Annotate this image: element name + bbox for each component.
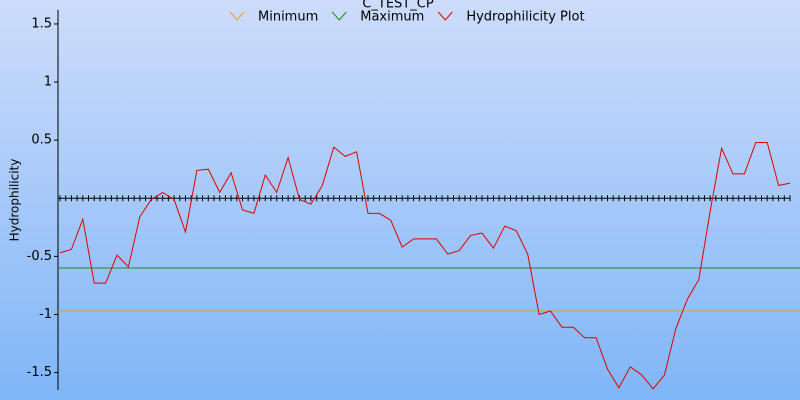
- y-tick-label: -1.5: [27, 365, 52, 380]
- y-tick-label: 0.5: [31, 133, 52, 148]
- chart-title: C_TEST_CP: [362, 0, 434, 12]
- y-tick-label: 1.5: [31, 16, 52, 31]
- y-tick-label: -0.5: [27, 249, 52, 264]
- legend-label: Minimum: [258, 10, 318, 25]
- y-tick-label: -1: [39, 307, 52, 322]
- legend-label: Hydrophilicity Plot: [466, 10, 584, 25]
- y-axis-label: Hydrophilicity: [8, 159, 22, 242]
- legend-icon: [229, 11, 245, 21]
- legend-icon: [437, 11, 453, 21]
- y-tick-label: 1: [44, 75, 52, 90]
- legend-icon: [331, 11, 347, 21]
- legend-label: Maximum: [360, 10, 424, 25]
- data-line: [59, 142, 791, 390]
